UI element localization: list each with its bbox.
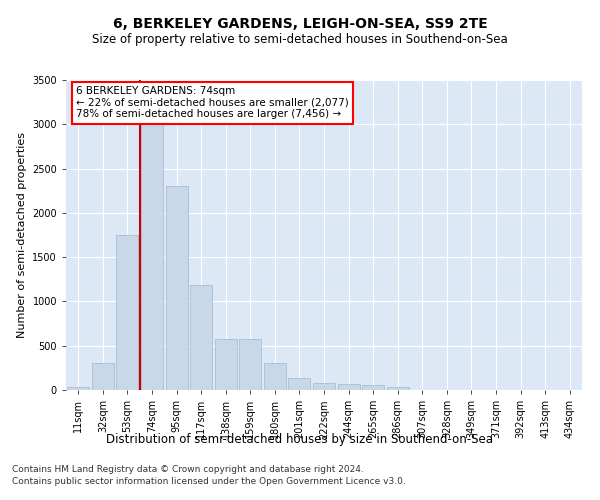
- Text: Contains public sector information licensed under the Open Government Licence v3: Contains public sector information licen…: [12, 477, 406, 486]
- Text: Distribution of semi-detached houses by size in Southend-on-Sea: Distribution of semi-detached houses by …: [107, 432, 493, 446]
- Text: Size of property relative to semi-detached houses in Southend-on-Sea: Size of property relative to semi-detach…: [92, 32, 508, 46]
- Bar: [190, 286, 212, 390]
- Bar: [386, 388, 409, 390]
- Bar: [141, 124, 163, 390]
- Bar: [313, 383, 335, 390]
- Text: 6, BERKELEY GARDENS, LEIGH-ON-SEA, SS9 2TE: 6, BERKELEY GARDENS, LEIGH-ON-SEA, SS9 2…: [113, 18, 487, 32]
- Bar: [67, 388, 89, 390]
- Bar: [215, 338, 237, 390]
- Bar: [92, 362, 114, 390]
- Bar: [289, 378, 310, 390]
- Bar: [166, 186, 188, 390]
- Bar: [239, 338, 262, 390]
- Bar: [264, 362, 286, 390]
- Y-axis label: Number of semi-detached properties: Number of semi-detached properties: [17, 132, 26, 338]
- Text: 6 BERKELEY GARDENS: 74sqm
← 22% of semi-detached houses are smaller (2,077)
78% : 6 BERKELEY GARDENS: 74sqm ← 22% of semi-…: [76, 86, 349, 120]
- Bar: [116, 235, 139, 390]
- Bar: [338, 384, 359, 390]
- Bar: [362, 385, 384, 390]
- Text: Contains HM Land Registry data © Crown copyright and database right 2024.: Contains HM Land Registry data © Crown c…: [12, 466, 364, 474]
